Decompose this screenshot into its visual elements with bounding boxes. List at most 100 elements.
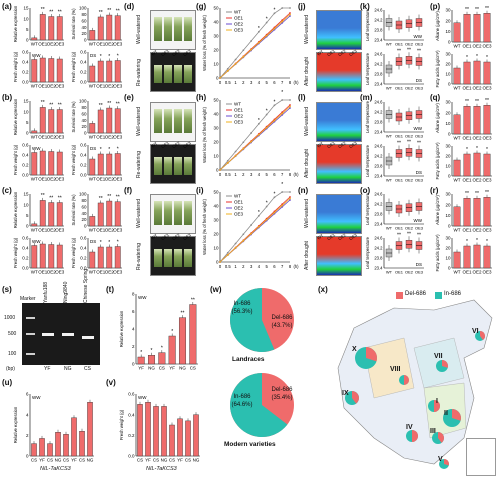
x-tick-label: OE3 bbox=[482, 44, 492, 49]
x-tick-label: OE1 bbox=[462, 228, 472, 233]
y-axis-label: Fresh weight (g) bbox=[119, 409, 124, 440]
thermal-genotype-labels: WT OE1 OE2 OE3 bbox=[316, 140, 359, 149]
y-axis-label: Leaf temperature bbox=[365, 8, 370, 41]
x-tick-label: OE3 bbox=[113, 135, 123, 140]
pie-del-pct: (43.7%) bbox=[271, 323, 293, 329]
relative-expression-t-chart: 0 2 4 6 8 * YF * NG * CS * YF ** NG ** CS WW Relative expr… bbox=[119, 292, 198, 371]
x-tick-label: YF bbox=[138, 366, 144, 371]
genotype-label: OE3 bbox=[348, 48, 358, 57]
genotype-label: OE1 bbox=[160, 232, 170, 241]
plant bbox=[164, 65, 172, 83]
significance-mark: * bbox=[266, 109, 268, 115]
plant bbox=[174, 249, 182, 267]
panel-label-v: (v) bbox=[106, 378, 116, 387]
relative-expression-chart: 0 5 10 15 WT ** OE1 ** OE2 ** OE3 Relative expressi… bbox=[13, 98, 65, 140]
x-tick-label: OE3 bbox=[482, 228, 492, 233]
y-axis-label: Leaf temperature bbox=[365, 100, 370, 133]
x-tick-label: OE3 bbox=[415, 86, 424, 91]
x-tick-label: OE2 bbox=[47, 228, 57, 233]
x-tick-label: OE3 bbox=[55, 135, 65, 140]
significance-mark: ** bbox=[116, 194, 120, 200]
pie-title-landraces: Landraces bbox=[232, 356, 265, 363]
x-tick-label: YF bbox=[39, 458, 45, 463]
significance-mark: ** bbox=[417, 49, 421, 55]
y-axis-label: Alkane (µg/cm²) bbox=[435, 195, 440, 225]
x-tick-label: CS bbox=[47, 458, 53, 463]
legend-in686: In-686 bbox=[444, 291, 462, 297]
leaf-temperature-ds-box-plot: 23.4 23.8 24.2 24.6 Leaf temperature WT ** OE1 *… bbox=[365, 47, 424, 91]
genotype-label: WT bbox=[316, 141, 325, 149]
photo-re-watering bbox=[150, 52, 196, 92]
genotype-label: OE2 bbox=[337, 140, 347, 149]
panel-label-j: (j) bbox=[298, 2, 306, 11]
significance-mark: * bbox=[258, 210, 260, 216]
significance-mark: * bbox=[151, 348, 153, 354]
x-unit-label: (h) bbox=[293, 264, 299, 269]
y-tick-label: 30 bbox=[445, 192, 451, 197]
gel-bp-tick: 1000 bbox=[4, 315, 16, 321]
x-tick-label: OE3 bbox=[415, 42, 424, 47]
x-tick-label: OE1 bbox=[462, 178, 472, 183]
relative-expression-chart: 0 5 10 15 WT ** OE1 ** OE2 ** OE3 Relative expressi… bbox=[13, 191, 65, 233]
plant bbox=[174, 17, 182, 41]
y-tick-label: 0.6 bbox=[80, 143, 87, 148]
region-pie-del686 bbox=[366, 347, 377, 362]
gel-bp-tick: 100 bbox=[8, 351, 17, 357]
gel-lane-code: YF bbox=[44, 366, 51, 372]
x-tick-label: OE2 bbox=[105, 177, 115, 182]
pie-slice-in686 bbox=[229, 288, 275, 352]
significance-mark: * bbox=[100, 54, 102, 60]
bar bbox=[31, 223, 38, 227]
x-unit-label: (h) bbox=[293, 172, 299, 177]
y-tick-label: 0 bbox=[26, 38, 29, 43]
leaf-temperature-ds-box-plot: 23.4 23.8 24.2 24.6 Leaf temperature WT ** OE1 *… bbox=[365, 139, 424, 183]
significance-mark: * bbox=[476, 146, 478, 152]
panel-label-i: (i) bbox=[196, 186, 204, 195]
x-tick-label: 1 bbox=[234, 172, 237, 177]
x-tick-label: 0.5 bbox=[225, 80, 231, 85]
panel-label-a: (a) bbox=[2, 2, 12, 11]
series-line bbox=[219, 14, 291, 79]
series-line bbox=[219, 99, 290, 171]
panel-label-r: (r) bbox=[430, 186, 439, 195]
significance-mark: * bbox=[281, 90, 283, 96]
region-pie-del686 bbox=[444, 459, 449, 466]
x-unit-label: (h) bbox=[293, 80, 299, 85]
x-tick-label: OE2 bbox=[47, 270, 57, 275]
condition-label: WW bbox=[138, 395, 147, 400]
y-tick-label: 80 bbox=[81, 105, 87, 110]
genotype-label: OE1 bbox=[326, 140, 336, 149]
x-tick-label: OE1 bbox=[38, 42, 48, 47]
y-tick-label: 0.4 bbox=[80, 246, 87, 251]
leaf-temperature-ww-box-plot: 23.4 23.8 24.2 24.6 Leaf temperature WT OE1 OE2… bbox=[365, 8, 424, 47]
x-tick-label: CS bbox=[137, 458, 143, 463]
y-tick-label: 6 bbox=[132, 309, 135, 314]
gel-bp-tick: 500 bbox=[8, 331, 17, 337]
region-pie-del686 bbox=[442, 360, 448, 368]
photo-genotype-labels: WT OE1 OE2 OE3 bbox=[150, 232, 193, 241]
x-tick-label: OE2 bbox=[47, 177, 57, 182]
x-tick-label: OE2 bbox=[47, 135, 57, 140]
significance-mark: ** bbox=[107, 101, 111, 107]
panel-label-q: (q) bbox=[430, 93, 441, 102]
bar bbox=[89, 123, 96, 134]
condition-label: DS bbox=[416, 170, 422, 175]
y-tick-label: 2 bbox=[26, 433, 29, 438]
x-tick-label: WT bbox=[31, 84, 38, 89]
x-tick-label: OE2 bbox=[472, 44, 482, 49]
significance-mark: ** bbox=[49, 102, 53, 108]
significance-mark: ** bbox=[417, 233, 421, 239]
significance-mark: * bbox=[117, 239, 119, 245]
region-label: I bbox=[436, 398, 438, 405]
x-tick-label: OE2 bbox=[405, 42, 414, 47]
condition-label: WW bbox=[414, 218, 423, 223]
x-tick-label: NG bbox=[55, 458, 62, 463]
x-tick-label: CS bbox=[153, 458, 159, 463]
x-tick-label: WT bbox=[31, 42, 38, 47]
x-tick-label: OE1 bbox=[96, 42, 106, 47]
significance-mark: * bbox=[466, 55, 468, 61]
x-tick-label: OE1 bbox=[96, 84, 106, 89]
panel-label-m: (m) bbox=[360, 93, 373, 102]
